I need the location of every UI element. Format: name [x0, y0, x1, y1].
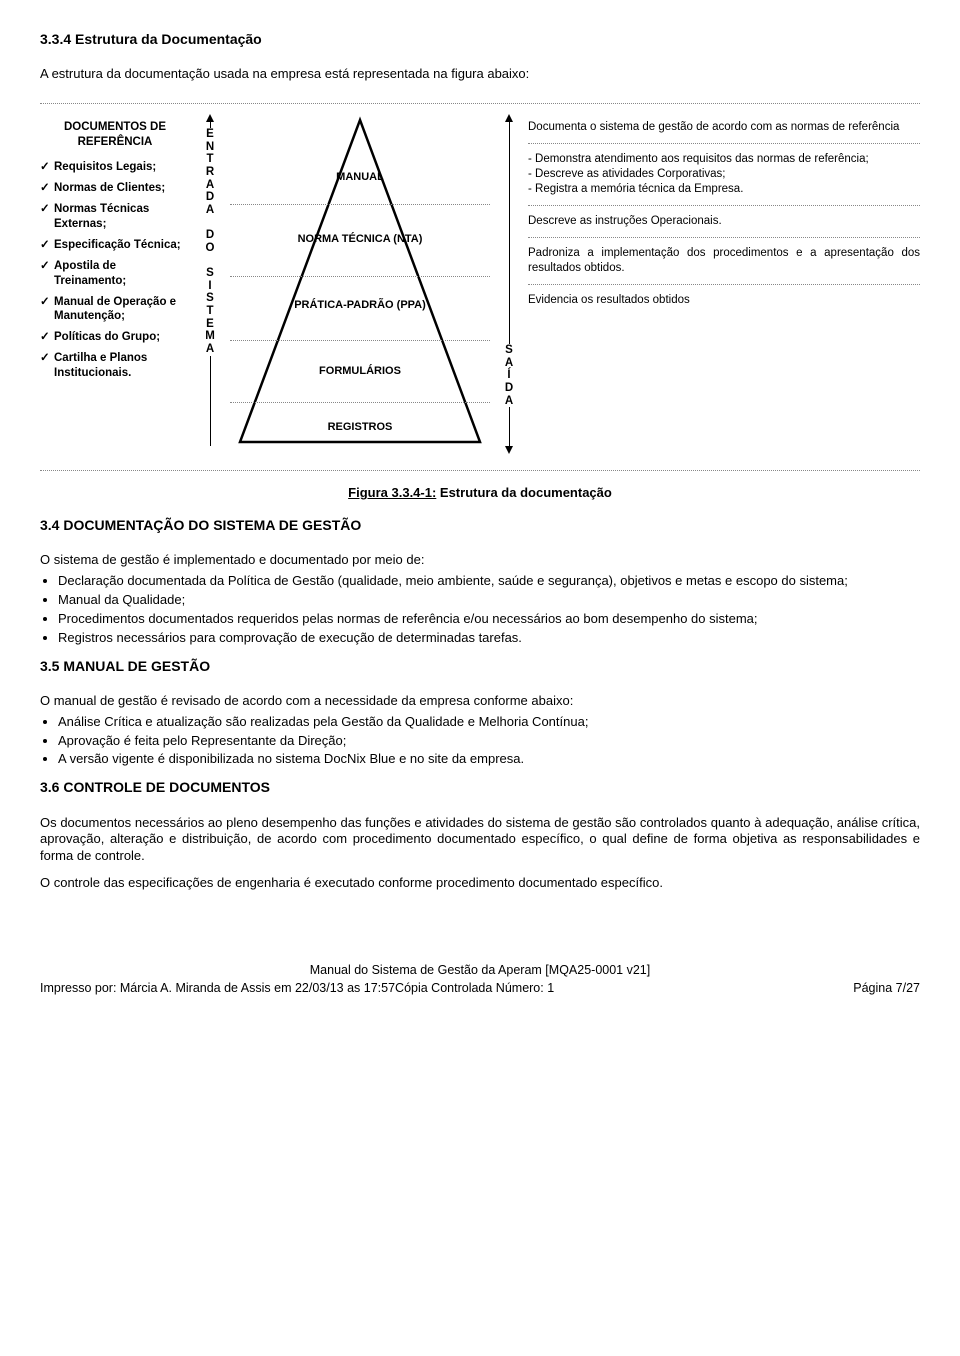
- figure-text: Estrutura da documentação: [436, 485, 612, 500]
- list-item: Aprovação é feita pelo Representante da …: [58, 733, 920, 750]
- section-34-title: 3.4 DOCUMENTAÇÃO DO SISTEMA DE GESTÃO: [40, 516, 920, 534]
- documentation-structure-diagram: DOCUMENTOS DE REFERÊNCIA Requisitos Lega…: [40, 103, 920, 471]
- pyramid-layer-ppa: PRÁTICA-PADRÃO (PPA): [230, 298, 490, 312]
- reference-documents-header: DOCUMENTOS DE REFERÊNCIA: [40, 120, 190, 150]
- section-36-p2: O controle das especificações de engenha…: [40, 875, 920, 892]
- pyramid-layer-manual: MANUAL: [230, 170, 490, 184]
- pyramid-layer-forms: FORMULÁRIOS: [230, 364, 490, 378]
- reference-documents-list: Requisitos Legais; Normas de Clientes; N…: [40, 160, 190, 381]
- output-block: Documenta o sistema de gestão de acordo …: [528, 120, 920, 144]
- section-35-bullets: Análise Crítica e atualização são realiz…: [40, 714, 920, 769]
- list-item: Manual da Qualidade;: [58, 592, 920, 609]
- list-item: Declaração documentada da Política de Ge…: [58, 573, 920, 590]
- section-35-lead: O manual de gestão é revisado de acordo …: [40, 693, 920, 710]
- entrada-column: ENTRADA DO SISTEMA: [202, 114, 218, 454]
- pyramid-layer-label: PRÁTICA-PADRÃO (PPA): [294, 299, 426, 311]
- figure-caption: Figura 3.3.4-1: Estrutura da documentaçã…: [40, 485, 920, 502]
- entrada-label: ENTRADA DO SISTEMA: [205, 128, 215, 356]
- section-34-lead: O sistema de gestão é implementado e doc…: [40, 552, 920, 569]
- pyramid-layer-registros: REGISTROS: [230, 420, 490, 434]
- list-item: Manual de Operação e Manutenção;: [40, 295, 190, 325]
- section-334-title: 3.3.4 Estrutura da Documentação: [40, 30, 920, 48]
- list-item: Requisitos Legais;: [40, 160, 190, 175]
- pyramid-icon: [230, 114, 490, 454]
- pyramid-layer-nta: NORMA TÉCNICA (NTA): [230, 232, 490, 246]
- pyramid-column: MANUAL NORMA TÉCNICA (NTA) PRÁTICA-PADRÃ…: [230, 114, 490, 454]
- footer-title: Manual do Sistema de Gestão da Aperam [M…: [40, 962, 920, 978]
- list-item: Políticas do Grupo;: [40, 330, 190, 345]
- section-36-p1: Os documentos necessários ao pleno desem…: [40, 815, 920, 866]
- reference-documents-column: DOCUMENTOS DE REFERÊNCIA Requisitos Lega…: [40, 114, 190, 454]
- section-34-bullets: Declaração documentada da Política de Ge…: [40, 573, 920, 647]
- figure-label: Figura 3.3.4-1:: [348, 485, 436, 500]
- section-334-intro: A estrutura da documentação usada na emp…: [40, 66, 920, 83]
- section-35-title: 3.5 MANUAL DE GESTÃO: [40, 657, 920, 675]
- list-item: Apostila de Treinamento;: [40, 259, 190, 289]
- section-36-title: 3.6 CONTROLE DE DOCUMENTOS: [40, 778, 920, 796]
- list-item: Especificação Técnica;: [40, 238, 190, 253]
- list-item: Cartilha e Planos Institucionais.: [40, 351, 190, 381]
- output-block: Descreve as instruções Operacionais.: [528, 214, 920, 238]
- output-block: Evidencia os resultados obtidos: [528, 293, 920, 316]
- list-item: Normas Técnicas Externas;: [40, 202, 190, 232]
- saida-label: SAÍDA: [505, 344, 513, 407]
- footer-right: Página 7/27: [853, 980, 920, 996]
- list-item: Procedimentos documentados requeridos pe…: [58, 611, 920, 628]
- output-block: Padroniza a implementação dos procedimen…: [528, 246, 920, 285]
- output-descriptions-column: Documenta o sistema de gestão de acordo …: [528, 114, 920, 454]
- pyramid-layer-label: NORMA TÉCNICA (NTA): [298, 233, 423, 245]
- list-item: Registros necessários para comprovação d…: [58, 630, 920, 647]
- saida-column: SAÍDA: [502, 114, 516, 454]
- footer-meta: Impresso por: Márcia A. Miranda de Assis…: [40, 980, 920, 996]
- list-item: Normas de Clientes;: [40, 181, 190, 196]
- output-block: - Demonstra atendimento aos requisitos d…: [528, 152, 920, 206]
- list-item: A versão vigente é disponibilizada no si…: [58, 751, 920, 768]
- footer-left: Impresso por: Márcia A. Miranda de Assis…: [40, 980, 554, 996]
- list-item: Análise Crítica e atualização são realiz…: [58, 714, 920, 731]
